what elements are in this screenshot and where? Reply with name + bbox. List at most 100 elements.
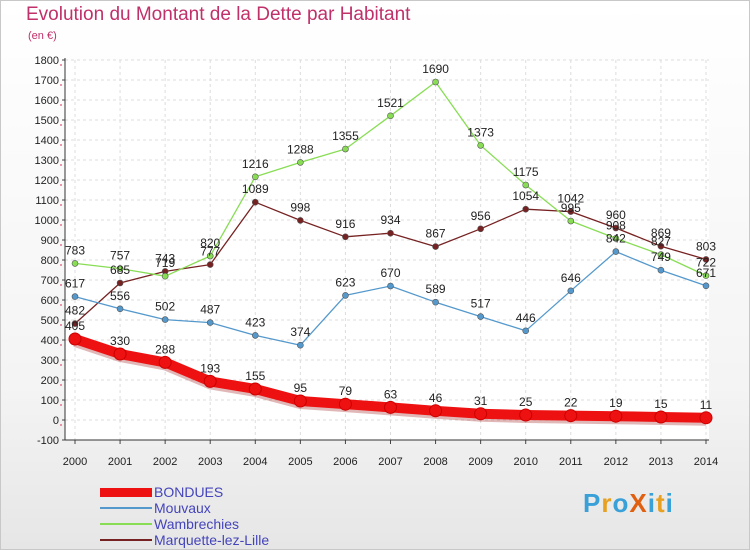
legend-swatch: [100, 507, 152, 509]
data-label: 446: [516, 311, 536, 325]
data-label: 749: [651, 250, 671, 264]
data-label: 330: [110, 334, 130, 348]
data-label: 79: [339, 384, 353, 398]
y-tick-label: 1600: [35, 95, 59, 107]
data-point: [297, 217, 304, 224]
data-point: [293, 394, 307, 408]
y-tick-label: 200: [41, 375, 59, 387]
data-point: [297, 341, 304, 349]
data-label: 998: [290, 200, 310, 214]
x-tick-label: 2003: [198, 456, 222, 468]
x-tick-label: 2000: [63, 456, 87, 468]
data-point: [161, 272, 169, 280]
legend-swatch: [100, 539, 152, 541]
data-point: [71, 293, 79, 300]
data-label: 1089: [242, 182, 269, 196]
x-tick-label: 2013: [649, 456, 673, 468]
data-label: 423: [245, 315, 265, 329]
y-tick-label: 1100: [35, 195, 59, 207]
data-point: [612, 224, 620, 232]
data-label: 1054: [512, 189, 539, 203]
logo-letter: t: [655, 488, 666, 518]
x-tick-label: 2011: [559, 456, 583, 468]
data-point: [384, 400, 397, 414]
logo-letter: P: [583, 488, 602, 518]
data-label: 743: [155, 251, 175, 265]
data-label: 155: [245, 369, 265, 383]
x-tick-label: 2012: [604, 456, 628, 468]
data-label: 867: [426, 227, 446, 241]
data-point: [564, 409, 578, 423]
data-point: [251, 332, 259, 339]
legend-swatch: [100, 487, 152, 497]
data-label: 956: [471, 209, 491, 223]
logo-letter: X: [629, 488, 648, 518]
data-point: [612, 235, 620, 242]
chart-title: Evolution du Montant de la Dette par Hab…: [26, 4, 411, 25]
y-tick-label: 1000: [35, 215, 59, 227]
data-label: 556: [110, 289, 130, 303]
data-point: [113, 347, 127, 361]
data-label: 827: [651, 235, 671, 249]
data-label: 25: [519, 395, 533, 409]
x-tick-label: 2009: [468, 456, 492, 468]
data-point: [161, 316, 169, 323]
x-tick-label: 2014: [694, 456, 718, 468]
y-tick-label: 500: [41, 315, 59, 327]
data-point: [432, 298, 439, 306]
data-point: [654, 410, 668, 424]
data-label: 803: [696, 239, 716, 253]
data-point: [342, 292, 349, 299]
data-point: [702, 272, 710, 279]
data-point: [567, 208, 575, 215]
data-label: 869: [651, 226, 671, 240]
data-label: 685: [110, 263, 130, 277]
data-point: [477, 142, 484, 149]
data-label: 1690: [422, 62, 449, 76]
data-label: 916: [335, 217, 355, 231]
y-tick-label: 100: [41, 395, 59, 407]
data-label: 517: [471, 297, 491, 311]
data-point: [116, 279, 124, 287]
logo-letter: o: [612, 488, 630, 518]
x-tick-label: 2006: [333, 456, 357, 468]
data-point: [432, 78, 439, 86]
data-point: [522, 205, 530, 213]
data-point: [699, 411, 713, 425]
data-point: [71, 320, 79, 327]
data-label: 502: [155, 300, 175, 314]
proxiti-logo: ProXiti: [583, 488, 674, 519]
data-point: [522, 181, 530, 189]
data-label: 46: [429, 391, 443, 405]
y-tick-label: 900: [41, 235, 59, 247]
x-tick-label: 2007: [378, 456, 402, 468]
data-label: 623: [335, 275, 355, 289]
y-tick-label: 300: [41, 355, 59, 367]
data-point: [519, 408, 533, 422]
data-label: 783: [65, 243, 85, 257]
data-label: 63: [384, 387, 398, 401]
x-tick-label: 2005: [288, 456, 312, 468]
data-point: [338, 397, 352, 411]
data-point: [342, 233, 349, 241]
data-label: 1216: [242, 157, 269, 171]
data-label: 670: [380, 266, 400, 280]
data-point: [158, 355, 172, 369]
data-label: 777: [200, 245, 220, 259]
data-point: [432, 243, 439, 250]
y-tick-label: 1700: [35, 75, 59, 87]
data-label: 617: [65, 277, 85, 291]
data-point: [68, 332, 82, 346]
data-label: 1288: [287, 142, 314, 156]
data-point: [297, 159, 304, 166]
data-point: [206, 261, 214, 268]
data-label: 288: [155, 342, 175, 356]
data-label: 995: [561, 201, 581, 215]
y-tick-label: 1500: [35, 115, 59, 127]
data-label: 1175: [513, 165, 539, 179]
data-label: 842: [606, 232, 626, 246]
legend-label: Mouvaux: [154, 500, 211, 516]
data-label: 646: [561, 271, 581, 285]
data-point: [657, 242, 665, 250]
